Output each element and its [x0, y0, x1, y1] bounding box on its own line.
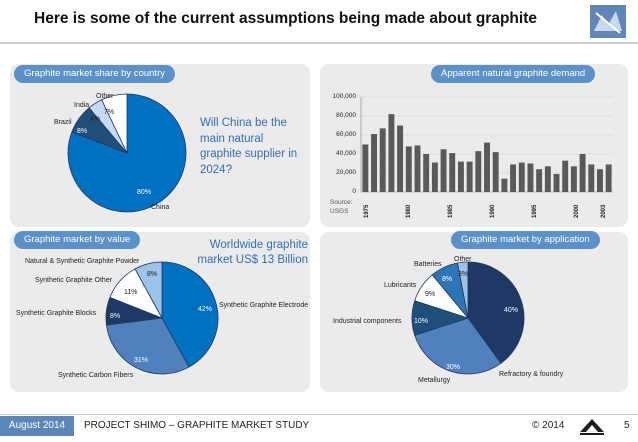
demand-bar-1977 [379, 128, 386, 192]
demand-bar-1989 [484, 142, 490, 192]
value-panel-title: Graphite market by value [14, 231, 141, 249]
demand-ytick: 40,000 [336, 150, 356, 157]
share-panel-title: Graphite market share by country [14, 65, 175, 83]
footer-logo [578, 416, 606, 438]
demand-bar-1991 [501, 178, 508, 192]
app-value-refractory: 40% [504, 307, 519, 314]
demand-xtick: 1990 [490, 204, 496, 218]
company-logo [590, 5, 626, 38]
value-pie-chart [105, 261, 219, 375]
share-value-brazil: 8% [77, 128, 88, 135]
footer-project: PROJECT SHIMO – GRAPHITE MARKET STUDY [84, 420, 310, 431]
demand-xtick: 1985 [448, 204, 454, 218]
demand-bar-2001 [588, 164, 595, 192]
demand-bar-2000 [579, 154, 586, 192]
china-question: Will China be the main natural graphite … [200, 117, 298, 176]
demand-bar-1998 [562, 160, 569, 192]
demand-bar-1981 [414, 145, 421, 192]
demand-bar-1975 [362, 144, 369, 192]
app-label-batteries: Batteries [414, 261, 442, 268]
demand-bar-1988 [475, 151, 482, 192]
demand-bar-1984 [440, 149, 447, 192]
app-label-lubricants: Lubricants [384, 282, 417, 289]
footer-date: August 2014 [0, 416, 74, 436]
value-slice-synthetic-carbon-fibers [105, 317, 190, 375]
application-slice-refractory-foundry [467, 261, 525, 364]
share-value-other: 7% [104, 109, 115, 116]
demand-bar-1980 [405, 146, 412, 192]
demand-xtick: 2000 [574, 204, 580, 218]
footer-divider [0, 414, 638, 415]
demand-xtick: 1980 [406, 204, 412, 218]
demand-bar-1994 [527, 163, 534, 192]
value-value-fibers: 31% [134, 357, 149, 364]
demand-bar-1995 [536, 169, 543, 192]
demand-ytick: 80,000 [336, 112, 356, 119]
demand-bar-1976 [371, 134, 377, 192]
demand-bar-1999 [570, 166, 577, 192]
demand-bar-1990 [492, 152, 499, 192]
share-value-india: 4% [90, 116, 101, 123]
demand-bar-1985 [449, 153, 456, 192]
demand-ytick: 100,000 [332, 93, 357, 100]
app-value-batteries: 8% [442, 276, 453, 283]
share-label-other: Other [96, 93, 114, 100]
app-value-other: 3% [458, 271, 469, 278]
market-size-callout: Worldwide graphite market US$ 13 Billion [197, 239, 308, 266]
share-label-india: India [74, 102, 90, 109]
application-pie-chart [411, 261, 525, 375]
demand-xtick: 1975 [364, 204, 370, 218]
value-slice-synthetic-graphite-electrode [161, 261, 219, 368]
slide-title: Here is some of the current assumptions … [34, 10, 537, 27]
app-label-metallurgy: Metallurgy [418, 377, 451, 384]
app-value-metallurgy: 30% [446, 364, 461, 371]
app-value-lubricants: 9% [425, 291, 436, 298]
value-value-blocks: 8% [110, 313, 121, 320]
demand-ytick: 60,000 [336, 131, 356, 138]
value-value-other: 11% [124, 289, 138, 296]
share-label-brazil: Brazil [54, 119, 72, 126]
demand-bar-1997 [553, 173, 560, 192]
demand-xtick: 2003 [601, 204, 607, 218]
value-value-powder: 8% [147, 271, 158, 278]
demand-bar-2003 [605, 164, 612, 192]
title-divider [0, 42, 638, 44]
demand-xtick: 1995 [532, 204, 538, 218]
value-label-other: Synthetic Graphite Other [35, 277, 113, 284]
demand-bar-1979 [397, 125, 404, 192]
demand-source: Source: USGS [330, 199, 353, 215]
value-value-electrode: 42% [198, 306, 213, 313]
demand-bar-1982 [423, 154, 430, 192]
demand-bar-chart [360, 96, 613, 193]
app-label-refractory: Refractory & foundry [499, 371, 564, 378]
share-pie-chart [67, 93, 187, 213]
page-number: 5 [624, 420, 630, 431]
value-label-blocks: Synthetic Graphite Blocks [16, 310, 97, 317]
value-slice-natural-synthetic-graphite-powder [134, 261, 163, 319]
share-value-china: 80% [137, 189, 152, 196]
demand-bar-1986 [457, 161, 464, 192]
demand-bar-1992 [510, 164, 517, 192]
value-label-electrode: Synthetic Graphite Electrode [219, 302, 309, 309]
demand-ytick: 20,000 [336, 169, 356, 176]
demand-panel-title: Apparent natural graphite demand [431, 65, 596, 83]
app-value-industrial: 10% [414, 318, 429, 325]
footer-copyright: © 2014 [532, 420, 565, 431]
demand-bar-1993 [518, 162, 525, 192]
demand-bar-1996 [544, 166, 551, 192]
demand-bar-1987 [466, 161, 473, 192]
value-label-powder: Natural & Synthetic Graphite Powder [25, 258, 140, 265]
app-label-other: Other [454, 256, 472, 263]
share-label-china: China [151, 204, 170, 211]
demand-bar-1978 [388, 114, 395, 192]
demand-bar-2002 [597, 169, 603, 192]
demand-ytick: 0 [352, 188, 356, 195]
application-slice-metallurgy [414, 317, 502, 375]
share-slice-other [101, 93, 128, 154]
application-panel-title: Graphite market by application [451, 231, 600, 249]
application-slice-other [457, 261, 469, 319]
demand-bar-1983 [431, 162, 438, 192]
app-label-industrial: Industrial components [333, 318, 402, 325]
value-label-fibers: Synthetic Carbon Fibers [58, 372, 134, 379]
